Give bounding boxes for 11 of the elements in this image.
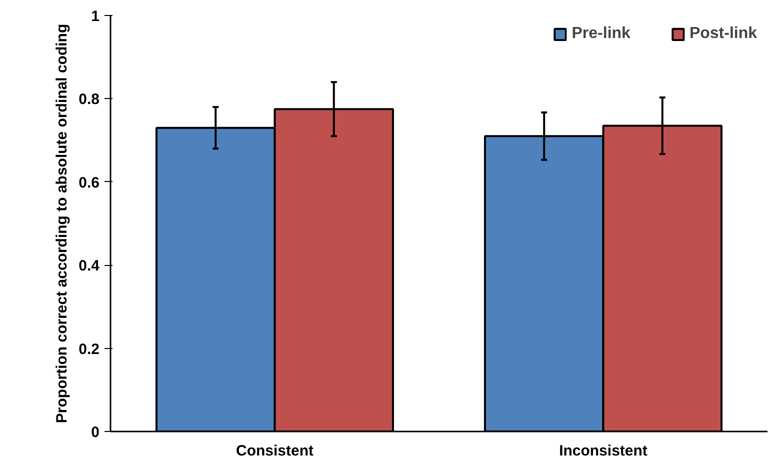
y-tick-label: 0.4 [78, 258, 100, 275]
y-tick-label: 0 [91, 424, 100, 441]
legend-label: Post-link [689, 25, 757, 43]
x-tick-label: Consistent [236, 442, 314, 460]
y-tick-label: 1 [91, 8, 100, 25]
legend-label: Pre-link [572, 25, 630, 43]
x-tick-label: Inconsistent [559, 442, 648, 460]
y-tick-label: 0.6 [78, 174, 100, 192]
y-tick-label: 0.2 [78, 340, 100, 358]
y-axis-title: Proportion correct according to absolute ordinal coding [54, 24, 71, 424]
y-tick-label: 0.8 [78, 91, 100, 108]
